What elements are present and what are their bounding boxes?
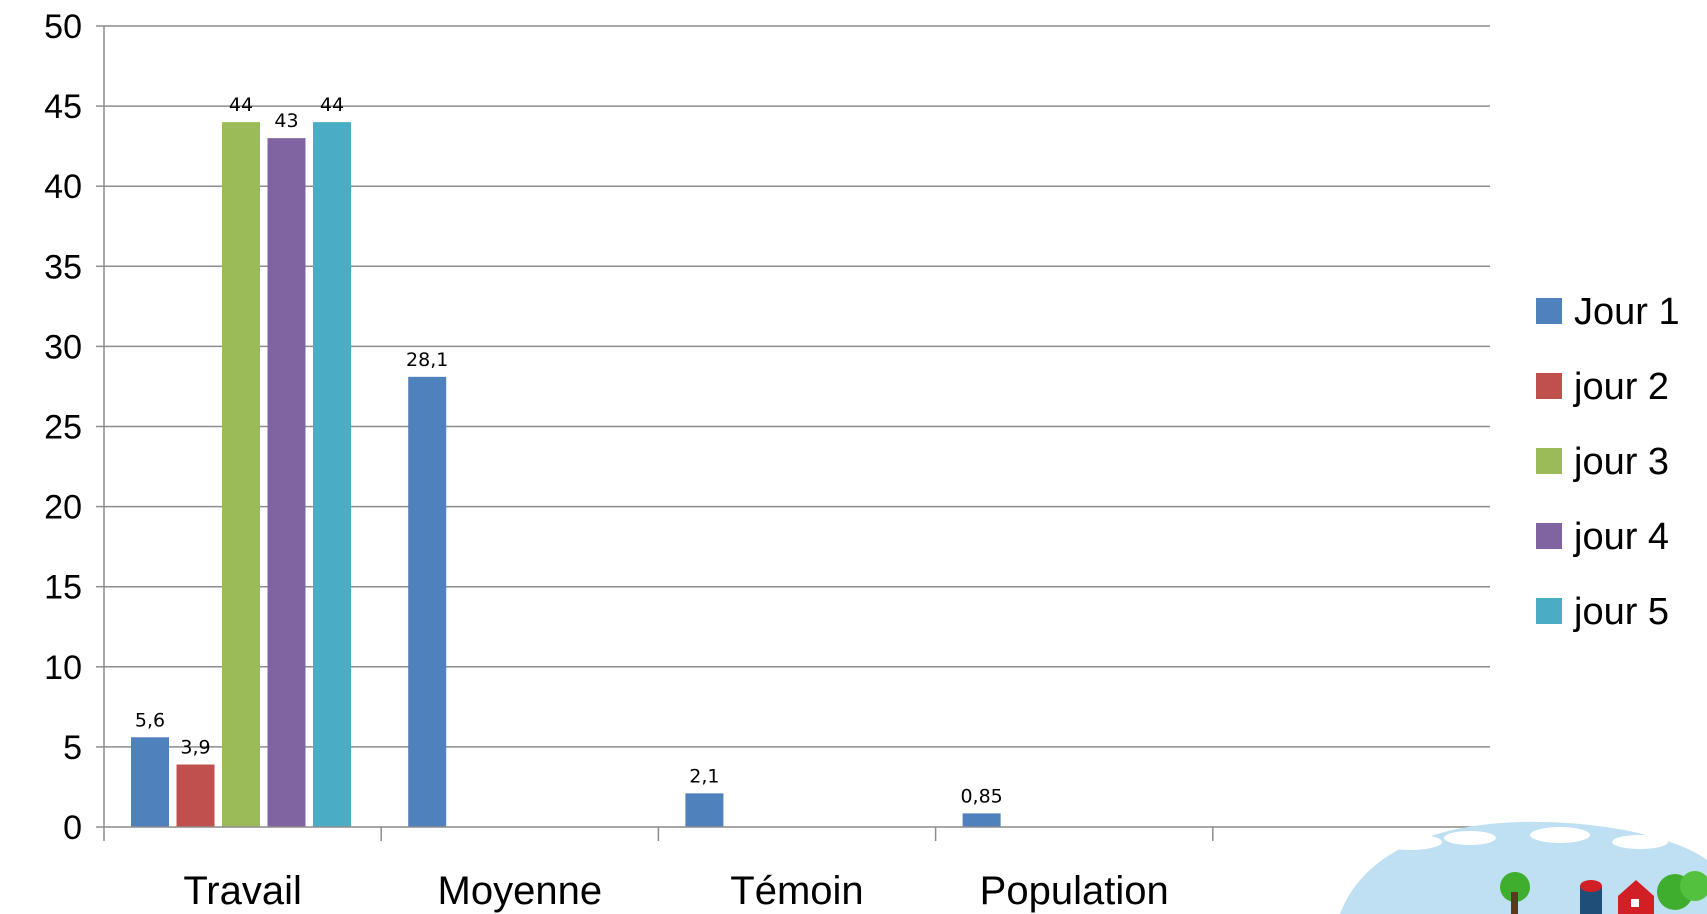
- y-tick-label: 50: [44, 8, 82, 46]
- legend-item: jour 4: [1536, 516, 1669, 558]
- bar: [222, 122, 260, 828]
- y-tick-label: 10: [44, 649, 82, 687]
- x-tick-label: Travail: [183, 869, 302, 913]
- y-tick-label: 5: [63, 729, 82, 767]
- data-labels: 5,6 28,1 2,1 0,85 3,9 44 43 44: [135, 94, 1003, 807]
- legend-swatch: [1536, 523, 1562, 549]
- bars: [131, 122, 1001, 828]
- data-label: 28,1: [406, 349, 448, 371]
- y-tick-label: 30: [44, 328, 82, 366]
- bar: [131, 737, 169, 827]
- legend: Jour 1 jour 2 jour 3 jour 4 jour 5: [1536, 291, 1680, 633]
- bar: [685, 793, 724, 827]
- legend-swatch: [1536, 298, 1562, 324]
- bar: [408, 376, 447, 827]
- x-tick-label: Témoin: [730, 869, 863, 913]
- gridlines: [104, 25, 1490, 748]
- x-tick-label: Population: [980, 869, 1169, 913]
- data-label: 44: [320, 94, 344, 116]
- x-tick-label: Moyenne: [438, 869, 603, 913]
- legend-swatch: [1536, 448, 1562, 474]
- y-tick-label: 0: [63, 809, 82, 847]
- data-label: 44: [229, 94, 253, 116]
- bar: [176, 764, 215, 827]
- category-labels: Travail Moyenne Témoin Population: [183, 869, 1168, 913]
- data-label: 5,6: [135, 709, 165, 731]
- legend-swatch: [1536, 598, 1562, 624]
- y-tick-label: 20: [44, 489, 82, 527]
- bar: [267, 138, 306, 827]
- legend-label: Jour 1: [1574, 291, 1680, 333]
- legend-item: Jour 1: [1536, 291, 1680, 333]
- y-tick-label: 45: [44, 88, 82, 126]
- data-label: 3,9: [180, 737, 210, 759]
- y-tick-label: 35: [44, 248, 82, 286]
- data-label: 2,1: [689, 765, 719, 787]
- legend-label: jour 4: [1573, 516, 1669, 558]
- data-label: 0,85: [960, 785, 1002, 807]
- y-tick-label: 25: [44, 409, 82, 447]
- legend-item: jour 3: [1536, 441, 1669, 483]
- y-tick-label: 15: [44, 569, 82, 607]
- y-tick-label: 40: [44, 168, 82, 206]
- legend-swatch: [1536, 373, 1562, 399]
- axes: [103, 26, 1491, 841]
- bar: [962, 813, 1001, 827]
- legend-item: jour 5: [1536, 591, 1669, 633]
- y-axis-ticks: 0 5 10 15 20 25 30 35 40 45 50: [44, 8, 104, 847]
- legend-item: jour 2: [1536, 366, 1669, 408]
- farm-landscape-icon: [1340, 821, 1707, 914]
- bar: [313, 122, 351, 828]
- legend-label: jour 5: [1573, 591, 1669, 633]
- data-label: 43: [274, 110, 298, 132]
- legend-label: jour 3: [1573, 441, 1669, 483]
- legend-label: jour 2: [1573, 366, 1669, 408]
